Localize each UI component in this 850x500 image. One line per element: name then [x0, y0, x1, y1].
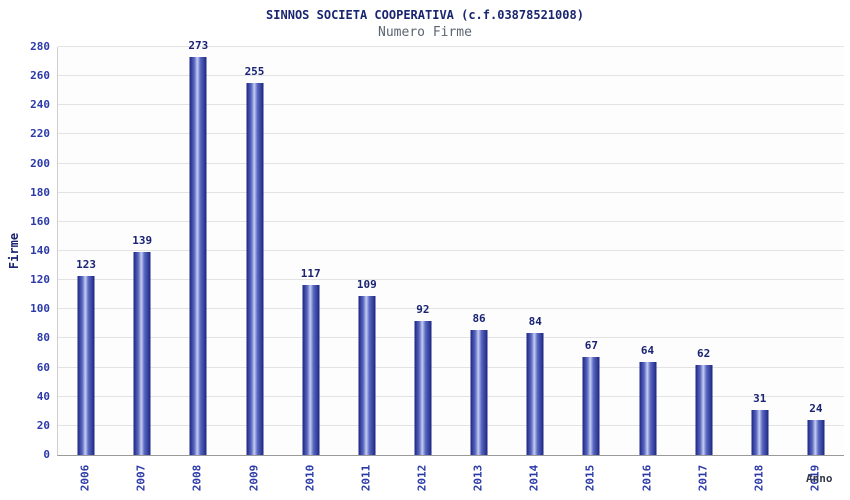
bar-value-label: 123: [76, 257, 96, 271]
gridline: [58, 75, 844, 77]
y-tick-label: 240: [30, 98, 50, 112]
gridline: [58, 279, 844, 281]
bar-2014: [526, 332, 544, 455]
gridline: [58, 220, 844, 222]
plot-area: 123 139 273 255 117 109 92 86 84 67 64 62 31 24: [57, 39, 844, 456]
bar-2016: [639, 361, 656, 455]
gridline: [58, 104, 844, 106]
y-tick-label: 140: [30, 244, 50, 257]
gridline: [58, 191, 844, 193]
x-tick-label: 2014: [527, 464, 541, 492]
bar-value-label: 67: [584, 339, 598, 353]
y-tick-label: 260: [30, 69, 50, 83]
x-axis-title: Anno: [806, 472, 833, 485]
y-tick-label: 60: [36, 360, 50, 374]
y-tick-label: 160: [30, 214, 50, 228]
gridline: [58, 424, 844, 426]
x-tick-label: 2007: [134, 464, 148, 492]
y-tick-label: 40: [36, 389, 50, 403]
bar-value-label: 31: [753, 391, 767, 405]
gridline: [58, 162, 844, 164]
bar-value-label: 84: [528, 314, 542, 328]
x-tick-label: 2008: [190, 464, 204, 492]
x-axis-labels: 2006 2007 2008 2009 2010 2011 2012 2013 2014 2015…: [57, 456, 843, 500]
bars: 123 139 273 255 117 109 92 86 84 67 64 62 31 24: [58, 39, 844, 455]
bar-2009: [246, 83, 263, 455]
x-tick-label: 2017: [696, 464, 710, 492]
y-tick-label: 220: [30, 127, 50, 141]
bar-2007: [133, 252, 151, 455]
x-tick-label: 2011: [359, 464, 373, 492]
y-tick-label: 280: [30, 40, 50, 53]
x-tick-label: 2015: [583, 464, 597, 492]
x-tick-label: 2006: [78, 464, 92, 492]
chart-title: SINNOS SOCIETA COOPERATIVA (c.f.03878521…: [266, 8, 584, 22]
gridline: [58, 46, 844, 47]
bar-value-label: 62: [697, 346, 711, 360]
y-tick-label: 80: [36, 331, 50, 345]
x-tick-label: 2013: [471, 464, 485, 492]
bar-value-label: 92: [416, 302, 430, 316]
bar-value-label: 109: [356, 278, 377, 292]
gridline: [58, 250, 844, 251]
bar-2006: [77, 275, 95, 455]
bar-value-label: 255: [244, 65, 265, 79]
x-tick-label: 2010: [303, 464, 317, 492]
x-tick-label: 2018: [752, 464, 766, 492]
bar-2008: [189, 57, 207, 455]
bar-2013: [470, 329, 488, 455]
bar-value-label: 273: [188, 39, 209, 53]
y-tick-label: 20: [36, 418, 50, 432]
y-tick-label: 180: [30, 185, 50, 199]
y-axis-labels: 0 20 40 60 80 100 120 140 160 180 200 220 240 260 280: [0, 41, 50, 461]
x-tick-label: 2012: [415, 464, 429, 492]
bar-2017: [695, 364, 713, 455]
gridline: [58, 366, 844, 368]
gridline: [58, 308, 844, 310]
bar-2015: [582, 357, 600, 455]
bar-value-label: 86: [472, 311, 486, 325]
y-tick-label: 200: [30, 156, 50, 170]
x-tick-label: 2016: [640, 464, 653, 492]
bar-value-label: 64: [640, 343, 655, 357]
bar-2019: [807, 420, 825, 455]
gridlines: [58, 46, 844, 455]
y-tick-label: 120: [30, 273, 50, 287]
gridline: [58, 395, 844, 397]
bar-2018: [751, 409, 769, 455]
chart-subtitle: Numero Firme: [378, 25, 472, 40]
bar-value-label: 24: [809, 402, 823, 416]
bar-2012: [414, 320, 432, 455]
x-tick-label: 2009: [247, 464, 260, 492]
y-tick-label: 100: [30, 302, 50, 316]
bar-value-label: 117: [300, 266, 321, 280]
bar-value-label: 139: [132, 234, 153, 248]
gridline: [58, 133, 844, 135]
bar-2010: [302, 284, 320, 455]
bar-2011: [358, 296, 376, 455]
gridline: [58, 337, 844, 339]
y-tick-label: 0: [43, 448, 50, 461]
